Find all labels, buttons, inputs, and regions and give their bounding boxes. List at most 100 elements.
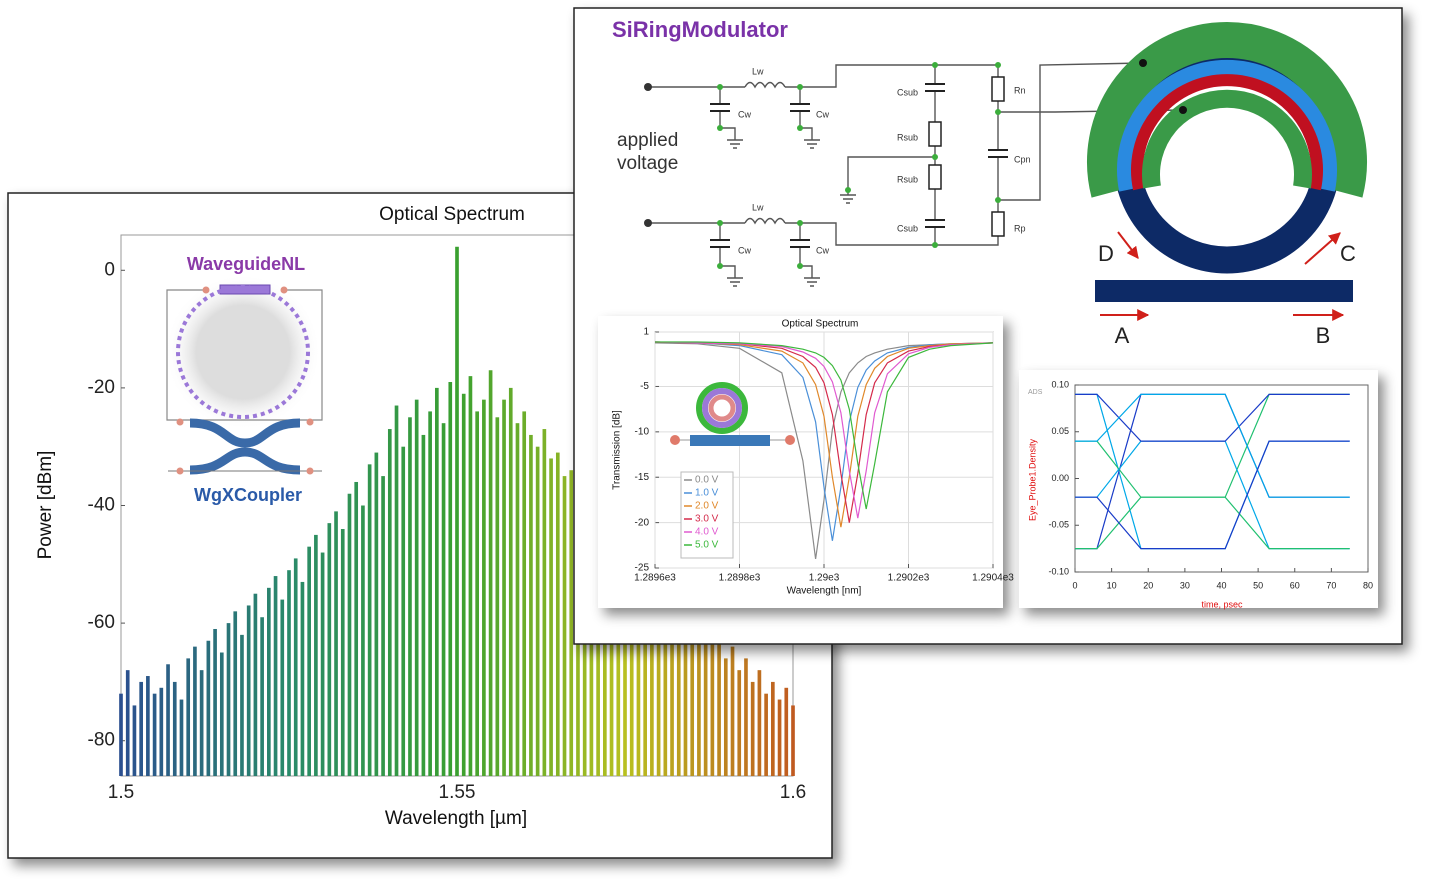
x-tick-label: 40 [1216, 580, 1226, 590]
bar [737, 670, 742, 776]
contact [1139, 59, 1147, 67]
bar [616, 546, 621, 776]
bar [656, 587, 661, 776]
legend-box [680, 471, 734, 559]
component-label: Rsub [897, 132, 918, 142]
circuit: Lw Lw Cw Cw Cw Cw Csub Csub Rsub Rsub Rn… [644, 62, 1184, 287]
bar [603, 529, 607, 776]
component-label: Csub [897, 87, 918, 97]
bar [394, 405, 399, 776]
icon-guide [690, 435, 770, 446]
bar [367, 464, 372, 776]
y-axis-label: Power [dBm] [35, 451, 56, 560]
x-axis-label: Wavelength [µm] [385, 808, 527, 829]
bar [314, 534, 318, 776]
bar [387, 429, 392, 776]
bar [334, 511, 338, 776]
y-tick-label: 0 [104, 259, 115, 280]
bar [240, 634, 244, 776]
bar [280, 599, 285, 776]
bar [643, 576, 647, 776]
bar [609, 523, 614, 776]
legend-label: 4.0 V [695, 527, 719, 538]
arc-red [1131, 74, 1323, 191]
bar [213, 628, 217, 776]
bar [428, 411, 432, 776]
frame [166, 289, 323, 421]
x-tick-label: 50 [1253, 580, 1263, 590]
bar [764, 693, 768, 776]
bar [233, 611, 238, 776]
component-label: Lw [752, 66, 764, 76]
coupler [189, 447, 301, 475]
bar [199, 670, 204, 776]
icon-ring [696, 382, 748, 434]
bar [683, 617, 688, 776]
y-tick-label: -0.05 [1048, 520, 1069, 530]
x-tick-label: 10 [1107, 580, 1117, 590]
bar [723, 658, 728, 776]
series-line [654, 341, 994, 519]
bar [495, 417, 500, 776]
series-line [1075, 496, 1350, 550]
terminal [644, 83, 652, 91]
watermark: ADS [1028, 389, 1043, 396]
bar [408, 417, 412, 776]
bar [253, 593, 258, 776]
component-label: Cw [816, 109, 829, 119]
x-tick-label: 80 [1363, 580, 1373, 590]
bar [784, 687, 789, 776]
bar [482, 399, 486, 776]
chart-title: Optical Spectrum [782, 319, 859, 330]
ring-icon [670, 382, 795, 446]
bar [139, 681, 143, 776]
series-line [1075, 393, 1350, 498]
arrow [1117, 231, 1139, 259]
bar [206, 640, 211, 776]
resistor [928, 164, 942, 190]
bar [132, 705, 137, 776]
x-tick-label: 1.29e3 [809, 573, 840, 584]
legend-label: 5.0 V [695, 540, 719, 551]
x-tick-label: 1.5 [108, 782, 134, 803]
bar [307, 546, 311, 776]
bar [690, 611, 695, 776]
bar [468, 376, 473, 776]
x-tick-label: 1.2904e3 [972, 573, 1014, 584]
arc-outer [1087, 22, 1367, 198]
bar [287, 570, 291, 776]
bar [663, 581, 668, 776]
icon-port [670, 435, 680, 445]
bar [623, 540, 627, 776]
component-label: Cw [738, 109, 751, 119]
bar [475, 411, 479, 776]
bar [555, 452, 560, 776]
resistor [991, 76, 1005, 102]
cap-wires [719, 87, 813, 278]
bar [226, 623, 231, 776]
grounds [727, 139, 856, 287]
bar [670, 605, 674, 776]
bus-waveguide [1095, 280, 1353, 302]
bar [381, 476, 385, 776]
y-tick-label: -40 [88, 495, 115, 516]
bar [791, 705, 795, 776]
bar [119, 693, 123, 776]
bar [562, 476, 567, 776]
bar [347, 493, 352, 776]
x-tick-label: 60 [1290, 580, 1300, 590]
bar [750, 681, 755, 776]
y-tick-label: -0.10 [1048, 566, 1069, 576]
arrow [1304, 232, 1341, 265]
contact [1179, 106, 1187, 114]
component-label: Csub [897, 223, 918, 233]
bar [435, 387, 439, 776]
bar [697, 628, 701, 776]
component-label: Lw [752, 202, 764, 212]
bar [172, 681, 177, 776]
bar [730, 646, 735, 776]
icon-ring [702, 388, 742, 428]
bar [193, 646, 197, 776]
arc-inner [1142, 89, 1312, 189]
